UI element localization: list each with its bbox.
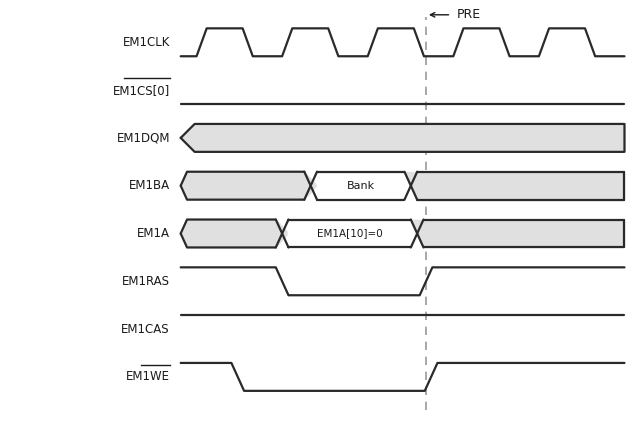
Text: EM1A[10]=0: EM1A[10]=0 — [317, 228, 382, 239]
Text: EM1DQM: EM1DQM — [117, 132, 170, 144]
Polygon shape — [181, 124, 624, 152]
Polygon shape — [288, 220, 411, 247]
Text: EM1CS[0]: EM1CS[0] — [113, 84, 170, 96]
Text: EM1WE: EM1WE — [126, 371, 170, 383]
Polygon shape — [404, 172, 624, 200]
Text: PRE: PRE — [456, 8, 481, 21]
Text: EM1A: EM1A — [137, 227, 170, 240]
Polygon shape — [411, 220, 624, 247]
Text: EM1CLK: EM1CLK — [122, 36, 170, 49]
Polygon shape — [181, 220, 288, 247]
Text: Bank: Bank — [347, 181, 375, 191]
Text: EM1CAS: EM1CAS — [121, 323, 170, 335]
Text: EM1BA: EM1BA — [129, 179, 170, 192]
Polygon shape — [317, 172, 404, 200]
Polygon shape — [181, 172, 317, 200]
Text: EM1WE: EM1WE — [126, 371, 170, 383]
Text: EM1RAS: EM1RAS — [122, 275, 170, 288]
Text: EM1CS[0]: EM1CS[0] — [113, 84, 170, 96]
